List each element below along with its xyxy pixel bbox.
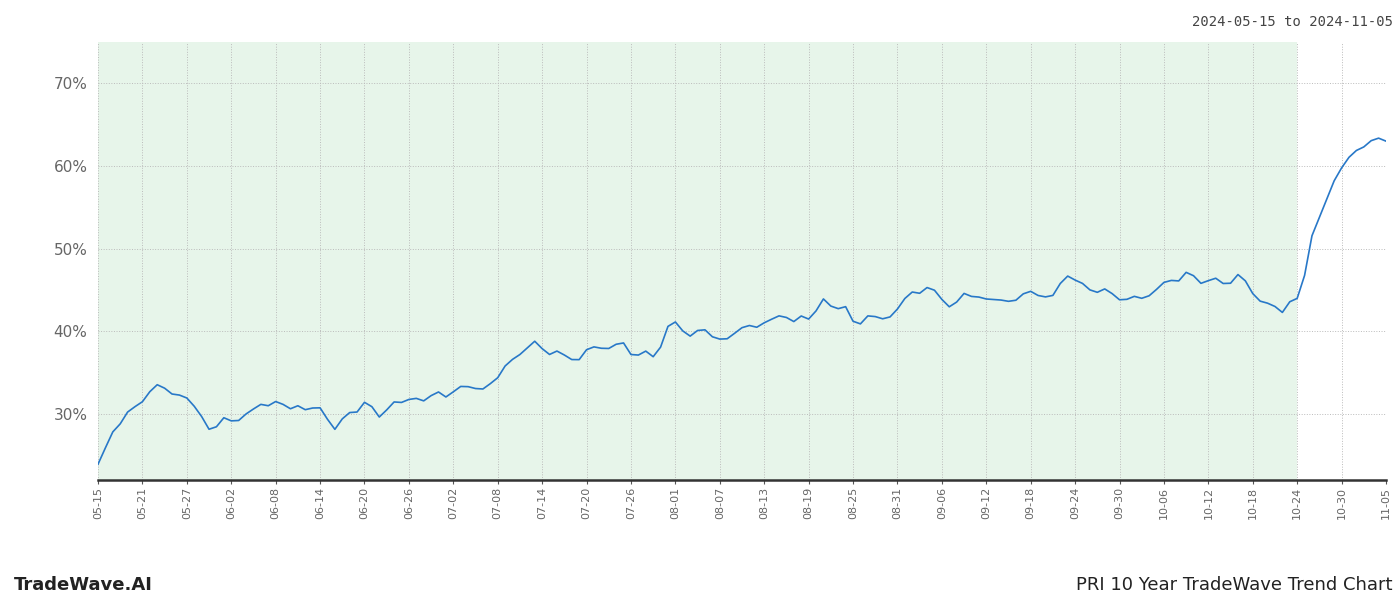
Bar bbox=[98, 42, 1298, 480]
Text: TradeWave.AI: TradeWave.AI bbox=[14, 576, 153, 594]
Text: 2024-05-15 to 2024-11-05: 2024-05-15 to 2024-11-05 bbox=[1191, 15, 1393, 29]
Text: PRI 10 Year TradeWave Trend Chart: PRI 10 Year TradeWave Trend Chart bbox=[1077, 576, 1393, 594]
